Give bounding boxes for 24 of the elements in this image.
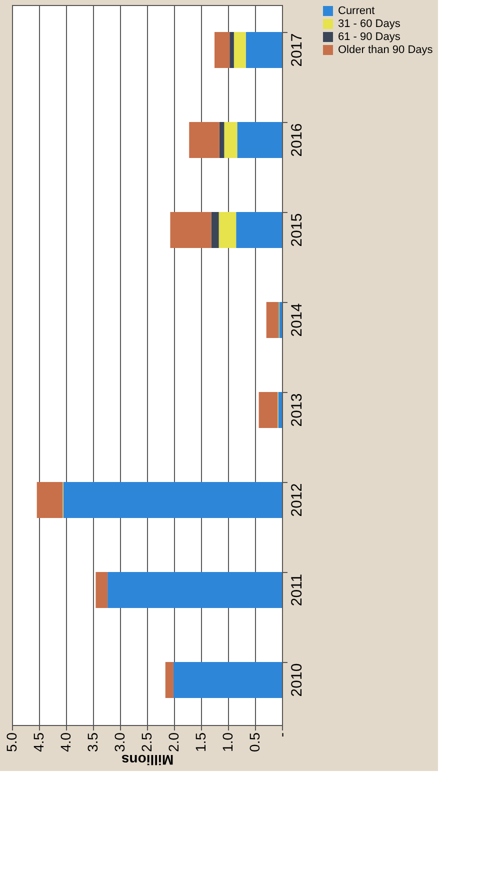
legend-label: Older than 90 Days (338, 44, 434, 56)
y-tick-label: 2014 (288, 303, 306, 337)
x-tick-label: 5.0 (4, 732, 20, 752)
y-tick-label: 2010 (288, 663, 306, 697)
y-tick-label: 2012 (288, 483, 306, 517)
x-axis-title: Millions (121, 752, 174, 768)
y-tick-label: 2016 (288, 123, 306, 157)
x-tick-label: 2.0 (166, 732, 182, 752)
x-tick-label: 3.0 (112, 732, 128, 752)
x-tick-label: 3.5 (84, 732, 100, 752)
legend-label: 31 - 60 Days (338, 18, 401, 30)
legend-label: 61 - 90 Days (338, 31, 401, 43)
x-tick-label: 0.5 (246, 732, 262, 752)
x-tick-label: 1.5 (192, 732, 208, 752)
x-tick-label: 2.5 (138, 732, 154, 752)
x-tick-label: 4.0 (58, 732, 74, 752)
x-tick-label: 4.5 (30, 732, 46, 752)
y-tick-label: 2011 (288, 574, 306, 606)
y-tick-label: 2015 (288, 213, 306, 247)
y-tick-label: 2013 (288, 393, 306, 427)
y-tick-label: 2017 (288, 33, 306, 67)
x-tick-label: - (274, 732, 290, 738)
legend-label: Current (338, 5, 375, 17)
x-tick-label: 1.0 (220, 732, 236, 752)
